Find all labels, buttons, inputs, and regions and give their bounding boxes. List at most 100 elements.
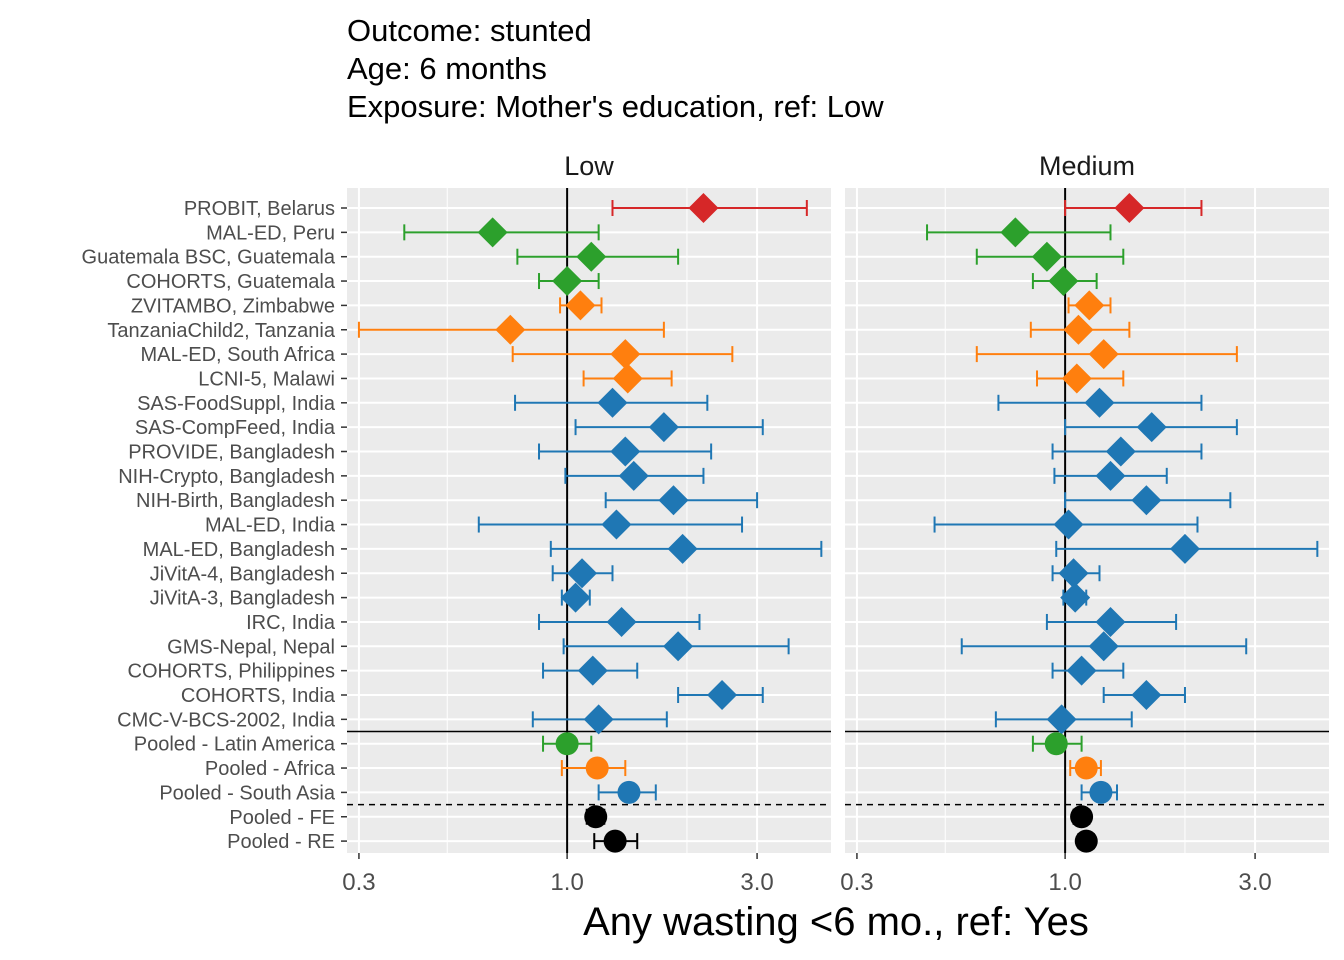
study-estimate-point xyxy=(1048,266,1079,297)
study-estimate-point xyxy=(552,266,583,297)
panel-strip-label: Low xyxy=(564,151,614,181)
study-estimate-point xyxy=(1060,582,1091,613)
study-estimate-point xyxy=(495,314,526,345)
pooled-estimate-point xyxy=(1070,805,1094,829)
study-estimate-point xyxy=(1136,412,1167,443)
y-tick-label: GMS-Nepal, Nepal xyxy=(167,636,335,658)
y-tick-label: SAS-FoodSuppl, India xyxy=(137,393,336,415)
y-tick-label: Pooled - Latin America xyxy=(134,734,336,756)
pooled-estimate-point xyxy=(1074,756,1098,780)
y-tick-label: CMC-V-BCS-2002, India xyxy=(117,709,336,731)
title-line-1: Outcome: stunted xyxy=(347,13,592,48)
study-estimate-point xyxy=(1058,558,1089,589)
study-estimate-point xyxy=(576,241,607,272)
study-estimate-point xyxy=(1131,485,1162,516)
x-tick-label: 3.0 xyxy=(1238,869,1271,896)
pooled-estimate-point xyxy=(584,805,608,829)
study-estimate-point xyxy=(567,558,598,589)
study-estimate-point xyxy=(658,485,689,516)
panel-medium: Medium 0.3 1.0 3.0 xyxy=(840,151,1329,896)
study-estimate-point xyxy=(1031,241,1062,272)
study-estimate-point xyxy=(583,704,614,735)
study-estimate-point xyxy=(1063,314,1094,345)
y-tick-label: Pooled - RE xyxy=(227,831,335,853)
pooled-estimate-point xyxy=(1074,829,1098,853)
panel-low: Low 0.3 1.0 3.0 xyxy=(342,151,831,896)
panel-strip-label: Medium xyxy=(1039,151,1135,181)
y-tick-label: MAL-ED, India xyxy=(205,515,336,537)
study-estimate-point xyxy=(1074,290,1105,321)
y-tick-label: SAS-CompFeed, India xyxy=(135,417,336,439)
y-tick-label: JiVitA-4, Bangladesh xyxy=(150,563,335,585)
study-estimate-point xyxy=(667,533,698,564)
y-tick-label: TanzaniaChild2, Tanzania xyxy=(107,320,335,342)
pooled-estimate-point xyxy=(603,829,627,853)
y-tick-label: COHORTS, India xyxy=(181,685,336,707)
study-estimate-point xyxy=(707,680,738,710)
study-estimate-point xyxy=(560,582,591,613)
study-estimate-point xyxy=(1000,217,1031,248)
y-tick-label: Pooled - South Asia xyxy=(159,782,336,804)
study-estimate-point xyxy=(577,655,608,686)
pooled-estimate-point xyxy=(1089,780,1113,804)
y-tick-label: JiVitA-3, Bangladesh xyxy=(150,588,335,610)
y-tick-label: COHORTS, Guatemala xyxy=(126,271,335,293)
x-tick-label: 3.0 xyxy=(740,869,773,896)
pooled-estimate-point xyxy=(585,756,609,780)
study-estimate-point xyxy=(1095,606,1126,637)
study-estimate-point xyxy=(1088,631,1119,662)
study-estimate-point xyxy=(1061,363,1092,394)
y-tick-label: ZVITAMBO, Zimbabwe xyxy=(131,295,335,317)
study-estimate-point xyxy=(612,363,643,394)
study-estimate-point xyxy=(1131,680,1162,710)
pooled-estimate-point xyxy=(1044,732,1068,756)
x-tick-label: 0.3 xyxy=(342,869,375,896)
y-tick-label: MAL-ED, Peru xyxy=(206,222,335,244)
study-estimate-point xyxy=(1169,533,1200,564)
panel-background xyxy=(845,188,1329,853)
x-tick-label: 1.0 xyxy=(550,869,583,896)
y-tick-label: MAL-ED, South Africa xyxy=(140,344,335,366)
y-tick-label: COHORTS, Philippines xyxy=(128,661,335,683)
study-estimate-point xyxy=(1084,387,1115,418)
x-axis-label: Any wasting <6 mo., ref: Yes xyxy=(583,900,1089,944)
study-estimate-point xyxy=(597,387,628,418)
study-estimate-point xyxy=(663,631,694,662)
study-estimate-point xyxy=(610,436,641,467)
study-estimate-point xyxy=(610,339,641,370)
study-estimate-point xyxy=(648,412,679,443)
study-estimate-point xyxy=(618,460,649,491)
y-tick-label: MAL-ED, Bangladesh xyxy=(143,539,335,561)
study-estimate-point xyxy=(606,606,637,637)
study-estimate-point xyxy=(1053,509,1084,540)
y-tick-label: PROVIDE, Bangladesh xyxy=(128,442,335,464)
title-line-2: Age: 6 months xyxy=(347,51,547,86)
pooled-estimate-point xyxy=(617,780,641,804)
study-estimate-point xyxy=(1066,655,1097,686)
study-estimate-point xyxy=(1105,436,1136,467)
study-estimate-point xyxy=(477,217,508,248)
pooled-estimate-point xyxy=(555,732,579,756)
y-tick-label: Pooled - Africa xyxy=(205,758,336,780)
y-tick-label: LCNI-5, Malawi xyxy=(198,368,335,390)
y-tick-label: NIH-Birth, Bangladesh xyxy=(136,490,335,512)
study-estimate-point xyxy=(601,509,632,540)
x-tick-label: 0.3 xyxy=(840,869,873,896)
study-estimate-point xyxy=(1114,193,1145,223)
y-tick-label: Guatemala BSC, Guatemala xyxy=(82,247,336,269)
y-tick-label: IRC, India xyxy=(246,612,336,634)
study-estimate-point xyxy=(565,290,596,321)
chart-title: Outcome: stunted Age: 6 months Exposure:… xyxy=(347,13,884,124)
y-tick-label: PROBIT, Belarus xyxy=(184,198,335,220)
study-estimate-point xyxy=(1088,339,1119,370)
panel-background xyxy=(347,188,831,853)
panels: Low 0.3 1.0 3.0 Medium 0.3 1.0 3.0 xyxy=(342,151,1329,896)
study-estimate-point xyxy=(688,193,719,223)
study-estimate-point xyxy=(1095,460,1126,491)
y-tick-label: Pooled - FE xyxy=(229,807,335,829)
study-estimate-point xyxy=(1046,704,1077,735)
x-tick-label: 1.0 xyxy=(1048,869,1081,896)
y-tick-label: NIH-Crypto, Bangladesh xyxy=(118,466,335,488)
